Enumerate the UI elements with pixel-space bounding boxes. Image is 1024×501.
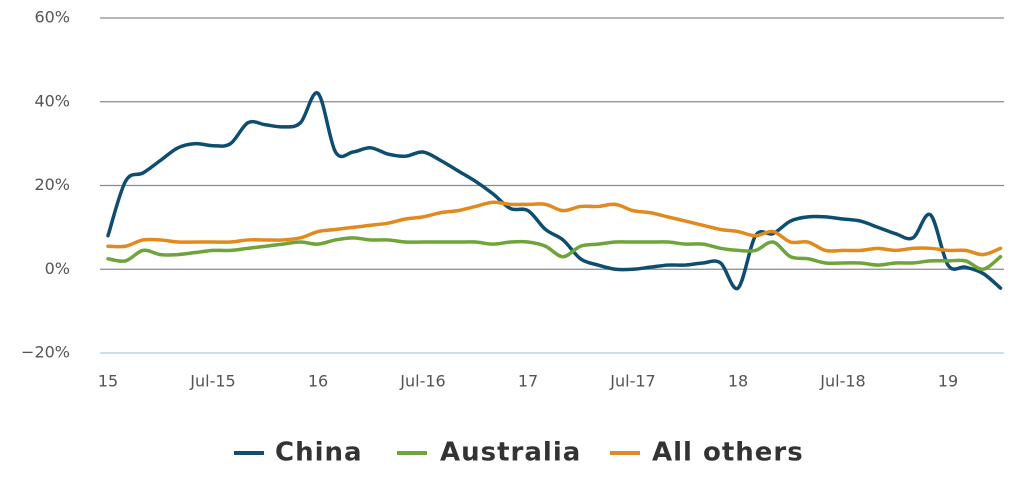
legend-label: All others [652, 438, 804, 468]
x-tick-label: Jul-16 [399, 372, 445, 391]
x-tick-label: 18 [728, 372, 748, 391]
y-tick-label: 60% [34, 8, 70, 27]
x-tick-label: 19 [938, 372, 958, 391]
y-tick-label: 20% [34, 175, 70, 194]
x-tick-label: Jul-15 [189, 372, 235, 391]
y-tick-label: −20% [21, 343, 70, 362]
x-tick-label: Jul-18 [819, 372, 865, 391]
legend-label: China [275, 438, 363, 468]
series-line [106, 91, 1003, 291]
x-tick-label: 16 [308, 372, 328, 391]
series-line [106, 200, 1003, 257]
series-line [106, 236, 1003, 272]
x-tick-label: 15 [98, 372, 118, 391]
y-tick-label: 0% [45, 259, 70, 278]
legend-label: Australia [440, 438, 581, 468]
x-tick-label: Jul-17 [609, 372, 655, 391]
x-tick-label: 17 [518, 372, 538, 391]
y-tick-label: 40% [34, 91, 70, 110]
